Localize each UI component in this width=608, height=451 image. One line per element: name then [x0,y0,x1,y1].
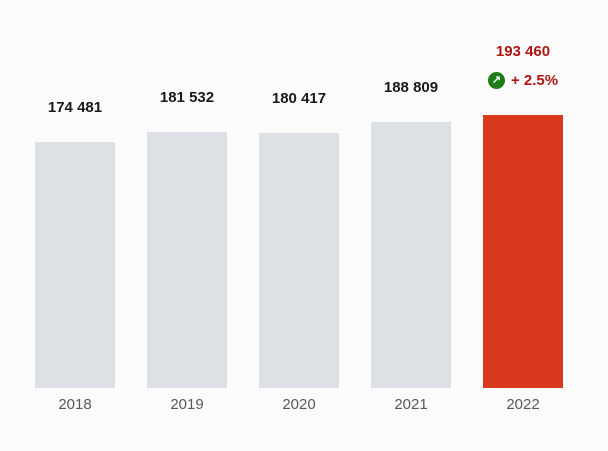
chart-column-2020: 180 417 2020 [259,90,339,414]
value-label-2022: 193 460 [495,43,551,60]
trend-up-icon: ↗ [487,72,505,89]
axis-label-2019: 2019 [170,396,204,413]
bar-2019 [147,132,227,388]
axis-label-2018: 2018 [58,396,92,413]
chart-column-2018: 174 481 2018 [35,99,115,414]
bar-2018 [35,142,115,388]
change-percent-label: + 2.5% [510,72,559,89]
value-label-2018: 174 481 [47,99,103,116]
value-label-2019: 181 532 [159,89,215,106]
chart-column-2019: 181 532 2019 [147,89,227,414]
axis-label-2020: 2020 [282,396,316,413]
axis-label-2022: 2022 [506,396,540,413]
chart-columns: 174 481 2018 181 532 2019 180 417 2020 188 809… [35,43,563,414]
bar-2020 [259,133,339,388]
change-indicator: ↗ + 2.5% [487,72,559,89]
chart-column-2022: 193 460 ↗ + 2.5% 2022 [483,43,563,414]
value-label-2021: 188 809 [383,79,439,96]
value-label-2020: 180 417 [271,90,327,107]
axis-label-2021: 2021 [394,396,428,413]
bar-2022 [483,115,563,388]
bar-2021 [371,122,451,388]
chart-column-2021: 188 809 2021 [371,79,451,414]
